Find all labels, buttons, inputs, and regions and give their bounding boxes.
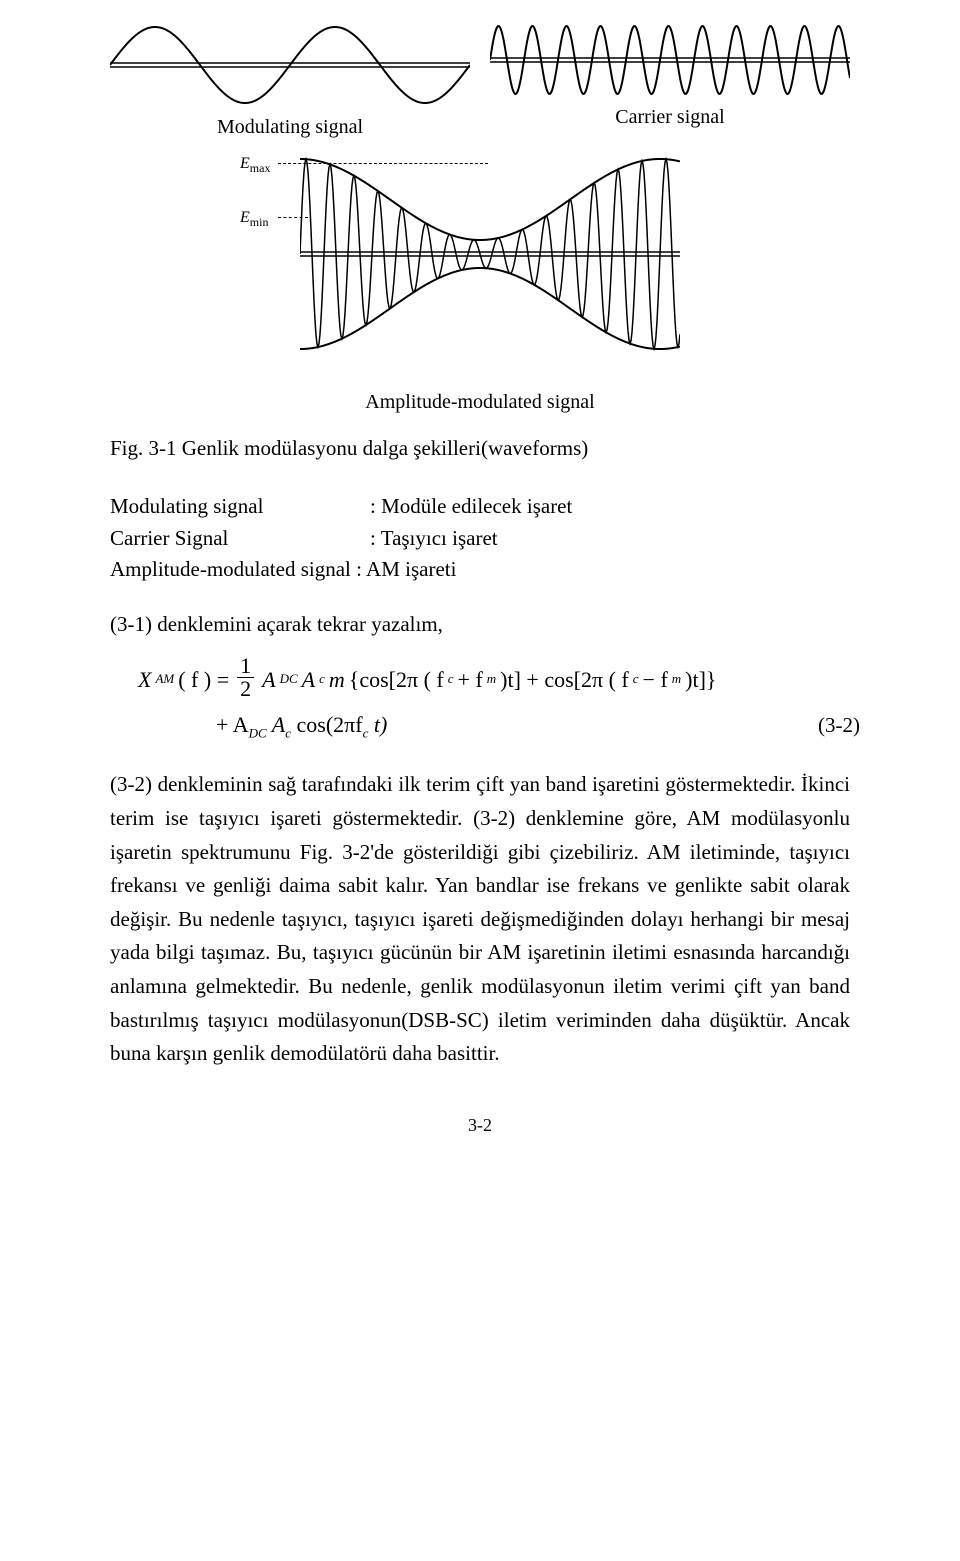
- equation-line-2: + ADC Ac cos(2πfc t) (3-2): [138, 708, 850, 743]
- figure-caption: Fig. 3-1 Genlik modülasyonu dalga şekill…: [110, 436, 850, 461]
- emax-label: Emax: [240, 155, 270, 176]
- definitions: Modulating signal : Modüle edilecek işar…: [110, 491, 850, 586]
- carrier-label: Carrier signal: [490, 106, 850, 129]
- page: Modulating signal Carrier signal Emax Em…: [0, 0, 960, 1176]
- equation-block: XAM ( f ) = 1 2 ADC Ac m {cos[2π ( fc + …: [138, 657, 850, 743]
- def-value: : Taşıyıcı işaret: [370, 523, 498, 555]
- am-panel: Emax Emin: [110, 149, 850, 379]
- top-signal-panels: Modulating signal Carrier signal: [110, 20, 850, 139]
- carrier-wave: [490, 20, 850, 100]
- def-row: Amplitude-modulated signal : AM işareti: [110, 554, 850, 586]
- def-term: Carrier Signal: [110, 523, 370, 555]
- def-row: Modulating signal : Modüle edilecek işar…: [110, 491, 850, 523]
- intro-paragraph: (3-1) denklemini açarak tekrar yazalım,: [110, 612, 850, 637]
- equation-line-1: XAM ( f ) = 1 2 ADC Ac m {cos[2π ( fc + …: [138, 657, 850, 702]
- fraction: 1 2: [237, 655, 254, 700]
- am-caption: Amplitude-modulated signal: [110, 391, 850, 414]
- modulating-wave: [110, 20, 470, 110]
- am-wave: [300, 149, 680, 359]
- equation-number: (3-2): [818, 710, 860, 742]
- def-value: : Modüle edilecek işaret: [370, 491, 572, 523]
- modulating-label: Modulating signal: [110, 116, 470, 139]
- body-paragraph: (3-2) denkleminin sağ tarafındaki ilk te…: [110, 768, 850, 1070]
- carrier-panel: Carrier signal: [490, 20, 850, 139]
- page-number: 3-2: [110, 1115, 850, 1136]
- emin-label: Emin: [240, 209, 268, 230]
- def-term: Modulating signal: [110, 491, 370, 523]
- modulating-panel: Modulating signal: [110, 20, 470, 139]
- def-row: Carrier Signal : Taşıyıcı işaret: [110, 523, 850, 555]
